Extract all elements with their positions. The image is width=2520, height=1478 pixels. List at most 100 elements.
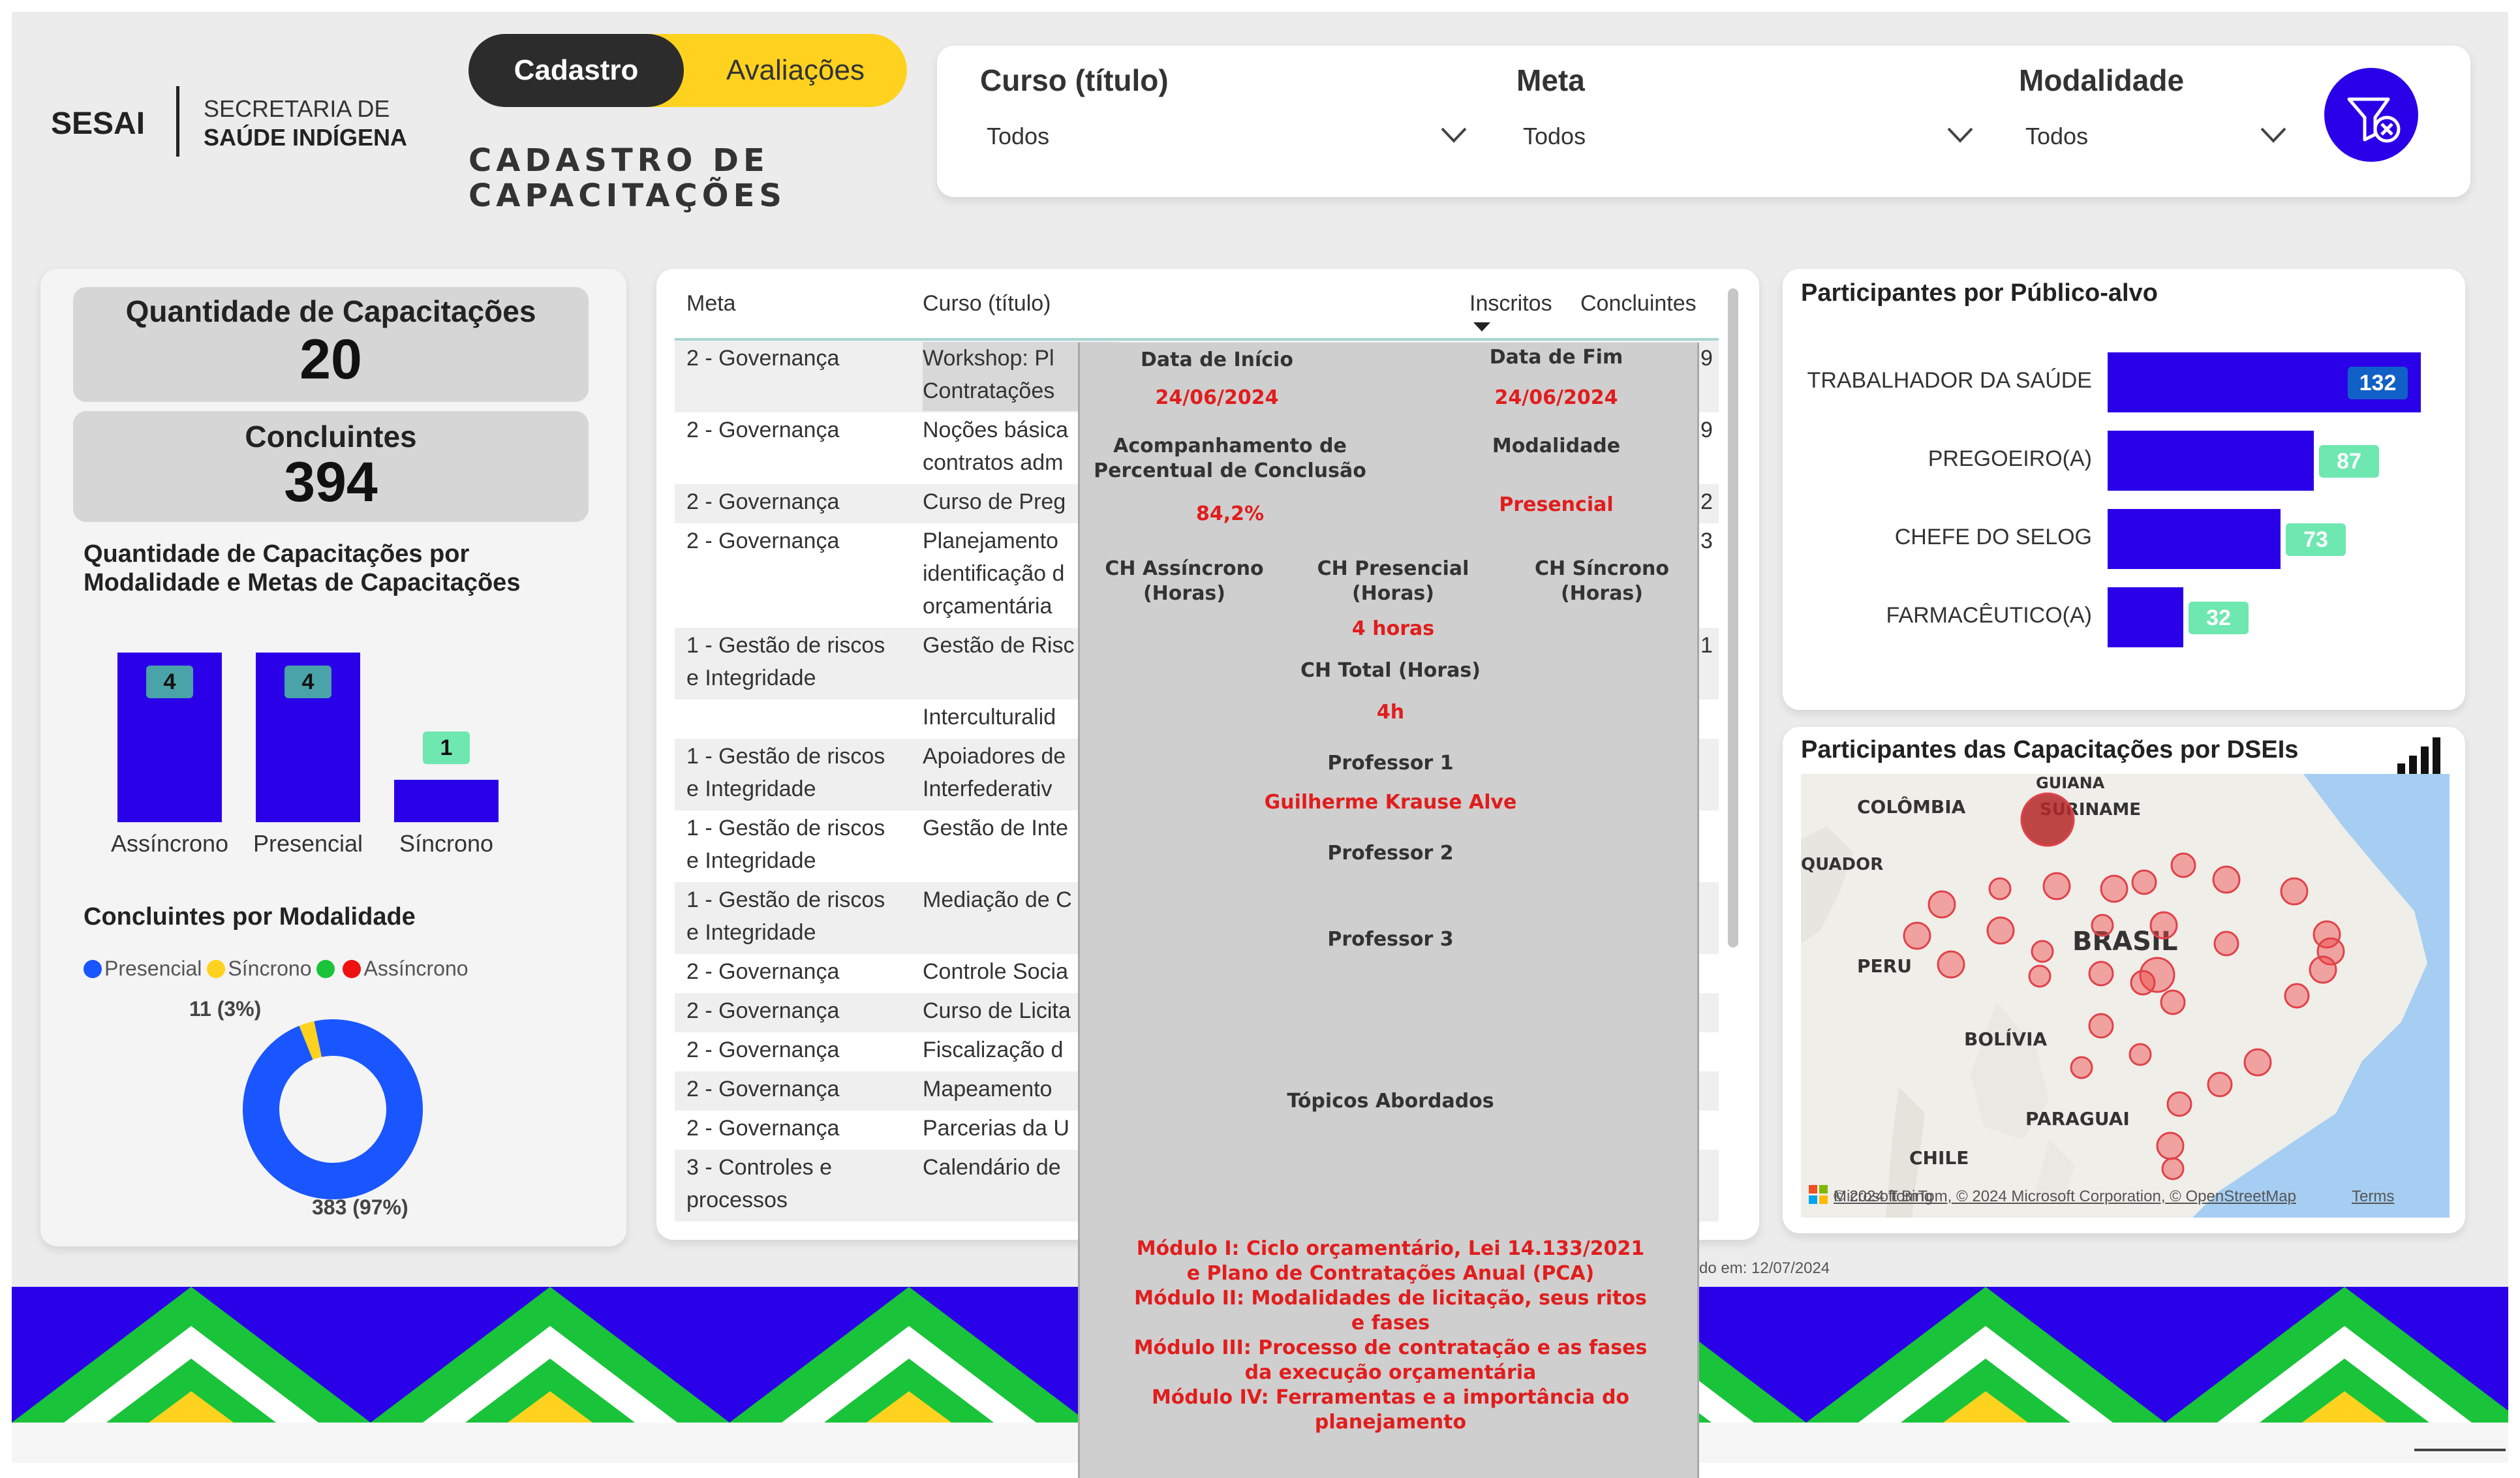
hbar[interactable]	[2108, 509, 2281, 569]
bar-category-label: Assíncrono	[110, 830, 229, 857]
donut-label-small: 11 (3%)	[189, 997, 262, 1021]
filter-bar	[937, 46, 2470, 197]
hbar[interactable]	[2108, 431, 2314, 491]
table-row[interactable]: 2 - Governança Controle Socia	[675, 954, 1719, 993]
chart-type-icon[interactable]	[2396, 736, 2443, 778]
chevron-down-icon	[2260, 127, 2286, 143]
table-row[interactable]: 2 - Governança Fiscalização d	[675, 1032, 1719, 1071]
kpi-concluintes-value: 394	[284, 451, 378, 514]
tooltip-ch-pres-label: CH Presencial (Horas)	[1317, 557, 1469, 605]
table-row[interactable]: 2 - Governança Parcerias da U	[675, 1111, 1719, 1150]
publico-bar-chart: TRABALHADOR DA SAÚDE 132 PREGOEIRO(A) 87 CHE…	[1801, 352, 2453, 666]
filter-clear-icon	[2347, 97, 2401, 143]
tab-avaliacoes[interactable]: Avaliações	[726, 54, 865, 86]
cell-meta: 2 - Governança	[686, 489, 840, 514]
tooltip-ch-total-label: CH Total (Horas)	[1300, 659, 1481, 682]
map-bubbles	[1903, 792, 2345, 1180]
col-header-meta[interactable]: Meta	[686, 291, 736, 316]
tab-cadastro[interactable]: Cadastro	[469, 34, 684, 107]
cell-curso: Planejamento identificação d orçamentári…	[923, 529, 1065, 619]
legend-label: Síncrono	[228, 957, 312, 981]
cell-curso: Parcerias da U	[923, 1116, 1069, 1141]
modalidade-chart-title-1: Quantidade de Capacitações por	[84, 540, 470, 568]
hbar-data-label: 32	[2189, 602, 2249, 634]
filter-curso-dropdown[interactable]: Todos	[980, 117, 1467, 157]
tooltip-ch-sinc-label: CH Síncrono (Horas)	[1535, 557, 1669, 605]
page-title-line-2: CAPACITAÇÕES	[469, 177, 786, 214]
filter-meta-dropdown[interactable]: Todos	[1516, 117, 1973, 157]
bar-data-label: 1	[423, 731, 470, 764]
col-header-concluintes[interactable]: Concluintes	[1580, 291, 1697, 316]
hbar[interactable]	[2108, 587, 2183, 647]
cell-curso: Apoiadores de Interfederativ	[923, 744, 1066, 801]
cell-curso: Curso de Preg	[923, 489, 1066, 514]
donut-slice[interactable]	[243, 1019, 423, 1200]
legend-dot	[207, 959, 226, 978]
cell-meta: 2 - Governança	[686, 346, 840, 371]
publico-chart-title: Participantes por Público-alvo	[1801, 279, 2158, 307]
map-label-brasil: BRASIL	[2072, 927, 2178, 957]
cell-curso: Mapeamento	[923, 1077, 1053, 1101]
cell-concluintes: 9	[1700, 418, 1713, 442]
table-row[interactable]: 2 - Governança Noções básica contratos ad…	[675, 412, 1719, 484]
updated-text: do em: 12/07/2024	[1699, 1259, 1830, 1277]
map-label-chile: CHILE	[1909, 1147, 1969, 1169]
kpi-quantidade-card: Quantidade de Capacitações 20	[73, 287, 589, 402]
donut-slice[interactable]	[243, 1019, 423, 1200]
cell-meta: 1 - Gestão de riscos e Integridade	[686, 744, 885, 801]
tooltip-modalidade-value: Presencial	[1499, 493, 1614, 516]
cell-curso: Calendário de	[923, 1155, 1061, 1180]
map-terms-link[interactable]: Terms	[2352, 1188, 2395, 1205]
tooltip-prof1-label: Professor 1	[1327, 752, 1454, 775]
hbar-category-label: FARMACÊUTICO(A)	[1886, 603, 2092, 628]
bar-data-label: 4	[284, 666, 331, 698]
filter-modalidade-label: Modalidade	[2019, 63, 2185, 97]
logo-line-2: SAÚDE INDÍGENA	[204, 124, 408, 151]
legend-label: Presencial	[104, 957, 202, 981]
tooltip-data-inicio-value: 24/06/2024	[1155, 386, 1279, 409]
concluintes-legend: Presencial Síncrono Assíncrono	[84, 955, 474, 981]
hbar-data-label: 87	[2319, 445, 2379, 478]
table-row[interactable]: 1 - Gestão de riscos e Integridade Gestão…	[675, 810, 1719, 882]
map-attribution[interactable]: © 2024 TomTom, © 2024 Microsoft Corporat…	[1834, 1188, 2296, 1205]
table-scrollbar[interactable]	[1728, 288, 1738, 947]
concluintes-chart-title: Concluintes por Modalidade	[84, 903, 416, 931]
hbar-data-label: 132	[2348, 367, 2408, 399]
cell-meta: 3 - Controles e processos	[686, 1155, 832, 1212]
tooltip-ch-total-value: 4h	[1376, 701, 1405, 724]
cell-concluintes: 1	[1700, 633, 1713, 658]
page-toggle: Cadastro Avaliações	[469, 34, 907, 107]
filter-modalidade-dropdown[interactable]: Todos	[2019, 117, 2286, 157]
donut-label-large: 383 (97%)	[312, 1195, 408, 1219]
dsei-map[interactable]	[1801, 774, 2450, 1218]
tooltip-ch-assinc-label: CH Assíncrono (Horas)	[1105, 557, 1264, 605]
cell-curso: Noções básica contratos adm	[923, 418, 1069, 475]
bar-data-label: 4	[146, 666, 193, 698]
chevron-down-icon	[1947, 127, 1973, 143]
filter-modalidade-value: Todos	[2025, 123, 2089, 149]
hbar-category-label: TRABALHADOR DA SAÚDE	[1807, 368, 2092, 393]
tooltip-modalidade-label: Modalidade	[1492, 435, 1621, 457]
modalidade-chart-title-2: Modalidade e Metas de Capacitações	[84, 569, 521, 596]
table-row[interactable]: Interculturalid	[675, 700, 1719, 739]
map-label-paraguai: PARAGUAI	[2025, 1108, 2130, 1130]
hbar-category-label: CHEFE DO SELOG	[1894, 525, 2092, 549]
map-label-peru: PERU	[1857, 955, 1912, 977]
course-details-tooltip: Data de Início Data de Fim 24/06/2024 24…	[1078, 343, 1699, 1478]
modalidade-bar-chart: 4 Assíncrono 4 Presencial 1 Síncrono	[111, 626, 548, 874]
col-header-inscritos[interactable]: Inscritos	[1469, 291, 1552, 316]
clear-filters-button[interactable]	[2323, 67, 2420, 163]
concluintes-donut-chart	[243, 1019, 423, 1200]
microsoft-logo-icon	[1809, 1185, 1828, 1205]
tooltip-ch-pres-value: 4 horas	[1351, 617, 1435, 640]
tooltip-prof2-label: Professor 2	[1327, 842, 1454, 865]
cell-curso: Fiscalização d	[923, 1038, 1064, 1062]
bar-category-label: Síncrono	[399, 830, 494, 857]
bar[interactable]	[394, 780, 499, 822]
legend-dot	[84, 959, 102, 978]
col-header-curso[interactable]: Curso (título)	[923, 291, 1051, 316]
cell-curso: Gestão de Inte	[923, 816, 1069, 840]
tooltip-prof1-value: Guilherme Krause Alve	[1264, 791, 1517, 814]
table-row[interactable]: 2 - Governança Planejamento identificação…	[675, 523, 1719, 628]
cell-meta: 1 - Gestão de riscos e Integridade	[686, 887, 885, 945]
